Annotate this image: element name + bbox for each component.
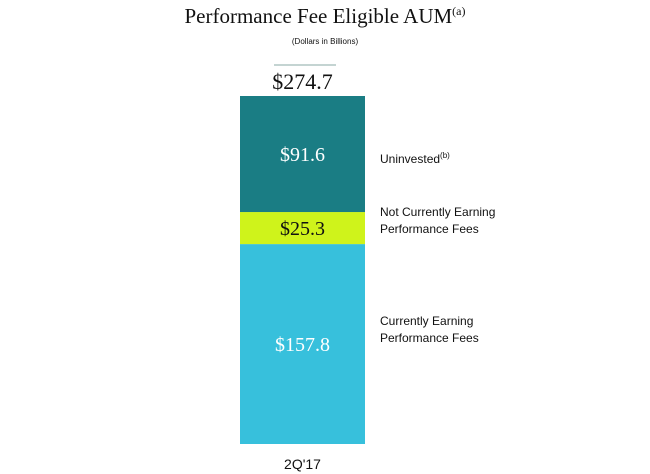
x-tick-label: 2Q'17 <box>284 456 321 472</box>
bar-segment-not-currently-earning-performance-fees <box>240 212 365 245</box>
legend-not-currently-earning: Not Currently Earning Performance Fees <box>380 205 496 236</box>
legend-uninvested-footnote: (b) <box>440 151 450 160</box>
bar-segment-uninvested <box>240 96 365 213</box>
chart-subtitle: (Dollars in Billions) <box>291 37 359 46</box>
title-footnote: (a) <box>452 4 466 18</box>
data-label-uninvested: $91.6 <box>280 144 325 166</box>
data-label-not-currently-earning-performance-fees: $25.3 <box>280 218 325 240</box>
chart-title: Performance Fee Eligible AUM(a) <box>184 4 466 28</box>
legend-currently-earning: Currently Earning Performance Fees <box>380 314 479 345</box>
legend-uninvested: Uninvested(b) <box>380 151 450 166</box>
data-label-currently-earning-performance-fees: $157.8 <box>275 334 330 356</box>
total-label: $274.7 <box>272 69 333 94</box>
bar-segment-currently-earning-performance-fees <box>240 244 365 444</box>
